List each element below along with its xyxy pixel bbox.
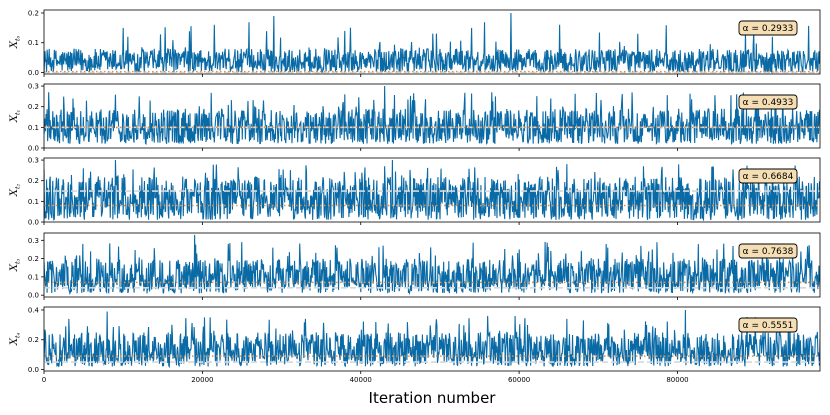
y-tick-label-0-2: 0.2 (28, 9, 39, 17)
x-tick-label-2: 40000 (350, 376, 372, 384)
y-tick-label-2-2: 0.2 (28, 177, 39, 185)
y-tick-label-4-0: 0.0 (28, 366, 39, 374)
y-tick-label-2-3: 0.3 (28, 157, 39, 165)
y-axis-label-4: Xt₄ (9, 332, 22, 346)
y-tick-label-2-1: 0.1 (28, 198, 39, 206)
y-axis-label-0: Xt₀ (9, 35, 22, 49)
y-tick-label-4-1: 0.2 (28, 336, 39, 344)
y-tick-label-0-0: 0.0 (28, 69, 39, 77)
alpha-annotation-box-0 (738, 20, 798, 36)
x-tick-label-0: 0 (42, 376, 46, 384)
alpha-annotation-3: α = 0.7638 (743, 247, 794, 257)
panel-0: 0.0 0.1 0.2 Xt₀ α = 0.2933 (9, 9, 821, 77)
trace-series-3 (44, 234, 820, 296)
alpha-annotation-4: α = 0.5551 (743, 321, 794, 331)
panel-frame-1 (43, 83, 821, 149)
y-tick-label-1-1: 0.1 (28, 124, 39, 132)
x-tick-label-4: 80000 (666, 376, 688, 384)
y-tick-label-1-0: 0.0 (28, 145, 39, 153)
y-axis-label-2: Xt₂ (9, 183, 22, 197)
panel-frame-3 (43, 232, 821, 298)
alpha-annotation-box-4 (738, 317, 798, 333)
y-tick-label-4-2: 0.4 (28, 306, 40, 314)
y-tick-label-1-2: 0.2 (28, 103, 39, 111)
y-tick-label-3-0: 0.0 (28, 292, 39, 300)
panel-2: 0.0 0.1 0.2 0.3 Xt₂ α = 0.6684 (9, 157, 821, 227)
trace-series-0 (44, 12, 820, 74)
x-tick-label-3: 60000 (508, 376, 530, 384)
panel-frame-2 (43, 157, 821, 223)
alpha-annotation-1: α = 0.4933 (743, 98, 794, 108)
x-axis-label: Iteration number (369, 389, 497, 407)
x-tick-label-1: 20000 (191, 376, 213, 384)
trace-series-4 (44, 309, 820, 369)
alpha-annotation-0: α = 0.2933 (743, 24, 794, 34)
panel-1: 0.0 0.1 0.2 0.3 Xt₁ α = 0.4933 (9, 83, 821, 153)
panels: 0.0 0.1 0.2 Xt₀ α = 0.2933 0.0 0.1 0.2 0.3 Xt₁ α =… (9, 9, 821, 384)
trace-series-2 (44, 160, 820, 222)
y-axis-label-1: Xt₁ (9, 110, 22, 123)
panel-frame-4 (43, 306, 821, 372)
y-tick-label-2-0: 0.0 (28, 219, 39, 227)
alpha-annotation-box-1 (738, 94, 798, 110)
y-tick-label-3-1: 0.1 (28, 273, 39, 281)
y-axis-label-3: Xt₃ (9, 258, 22, 272)
alpha-annotation-box-2 (738, 168, 798, 184)
panel-4: 0.0 0.2 0.4 Xt₄ α = 0.5551 0 20000 40000 60000 80… (9, 306, 821, 384)
y-tick-label-1-3: 0.3 (28, 83, 39, 91)
trace-series-1 (44, 86, 820, 146)
alpha-annotation-box-3 (738, 243, 798, 259)
panel-frame-0 (43, 9, 821, 75)
alpha-annotation-2: α = 0.6684 (743, 172, 794, 182)
y-tick-label-3-3: 0.3 (28, 237, 39, 245)
y-tick-label-3-2: 0.2 (28, 255, 39, 263)
panel-3: 0.0 0.1 0.2 0.3 Xt₃ α = 0.7638 (9, 232, 821, 300)
y-tick-label-0-1: 0.1 (28, 39, 39, 47)
